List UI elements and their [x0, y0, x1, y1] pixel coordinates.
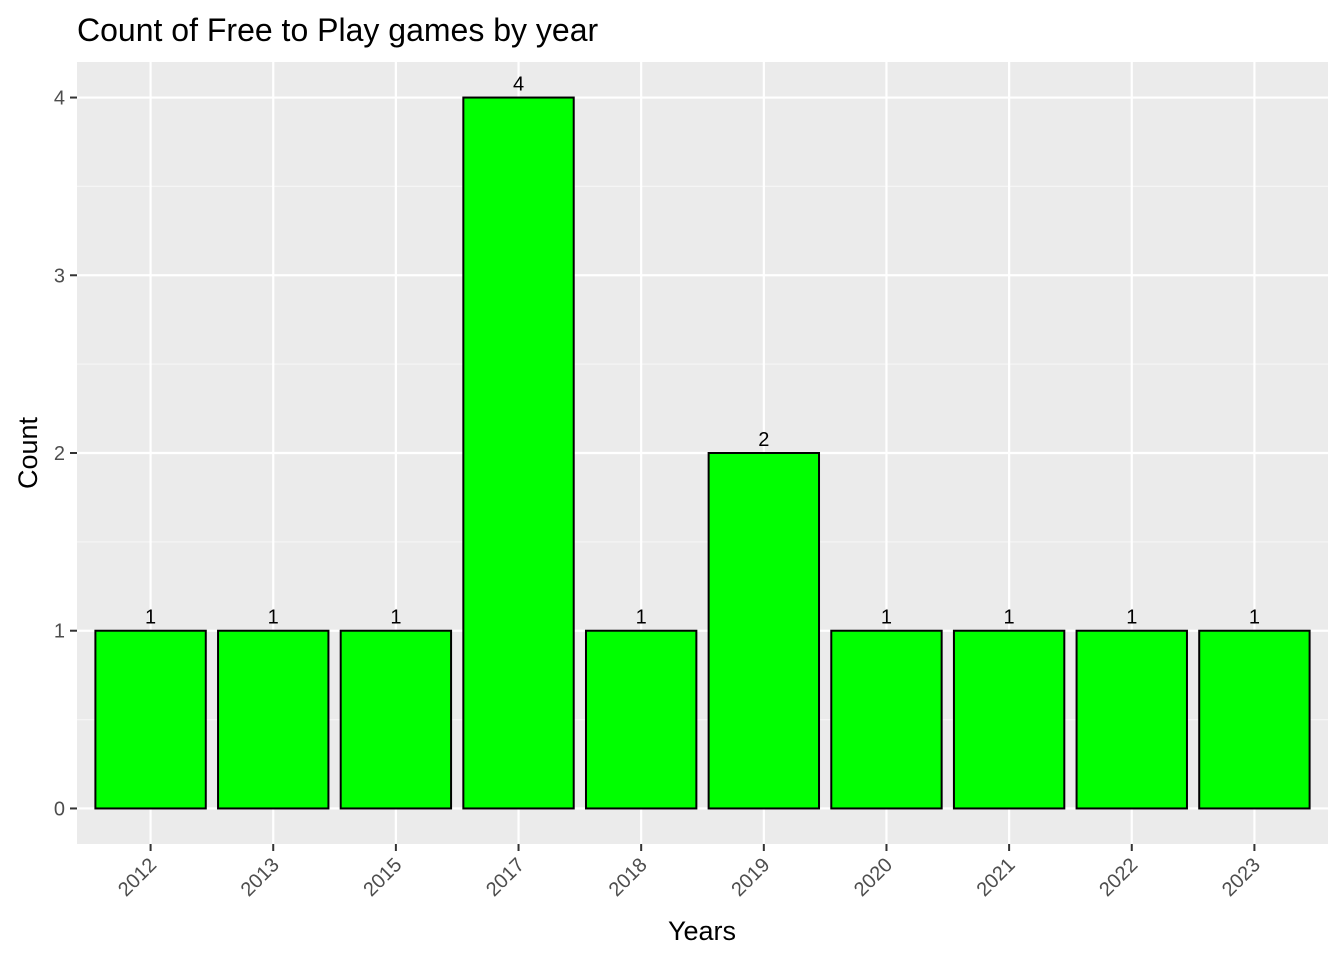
x-tick-label: 2021: [973, 854, 1020, 901]
y-tick-label: 2: [54, 443, 65, 465]
bar-value-label: 4: [513, 74, 524, 96]
x-tick-label: 2015: [359, 854, 406, 901]
bar-value-label: 1: [881, 607, 892, 629]
bar-value-label: 1: [636, 607, 647, 629]
chart-title: Count of Free to Play games by year: [77, 12, 598, 48]
bar: [584, 629, 698, 810]
x-tick-label: 2018: [605, 854, 652, 901]
y-axis: 0 1 2 3 4: [54, 88, 77, 820]
bar: [707, 452, 821, 810]
data-labels: 1 1 1 4 1 2 1 1 1 1: [145, 74, 1260, 629]
x-axis-title: Years: [668, 916, 736, 946]
y-tick-label: 1: [54, 621, 65, 643]
x-tick-label: 2017: [482, 854, 529, 901]
y-tick-label: 0: [54, 798, 65, 820]
bar: [830, 629, 943, 810]
x-tick-label: 2019: [727, 854, 774, 901]
y-tick-label: 4: [54, 88, 65, 110]
x-axis: 2012 2013 2015 2017 2018 2019 2020 2021 2022 2023: [114, 844, 1265, 901]
bar: [1075, 629, 1188, 810]
x-tick-label: 2012: [114, 854, 161, 901]
bar-value-label: 1: [1004, 607, 1015, 629]
y-tick-label: 3: [54, 265, 65, 287]
bar: [339, 629, 453, 810]
x-tick-label: 2013: [237, 854, 284, 901]
bar: [1198, 629, 1311, 810]
bar-value-label: 2: [758, 429, 769, 451]
x-tick-label: 2022: [1095, 854, 1142, 901]
y-axis-title: Count: [13, 416, 43, 489]
bar: [217, 629, 330, 810]
bar: [952, 629, 1066, 810]
bar-value-label: 1: [268, 607, 279, 629]
x-tick-label: 2023: [1218, 854, 1265, 901]
bar-value-label: 1: [1126, 607, 1137, 629]
bars: [94, 96, 1311, 810]
bar: [94, 629, 207, 810]
bar-value-label: 1: [1249, 607, 1260, 629]
bar-value-label: 1: [145, 607, 156, 629]
bar-value-label: 1: [390, 607, 401, 629]
x-tick-label: 2020: [850, 854, 897, 901]
bar: [462, 96, 575, 810]
